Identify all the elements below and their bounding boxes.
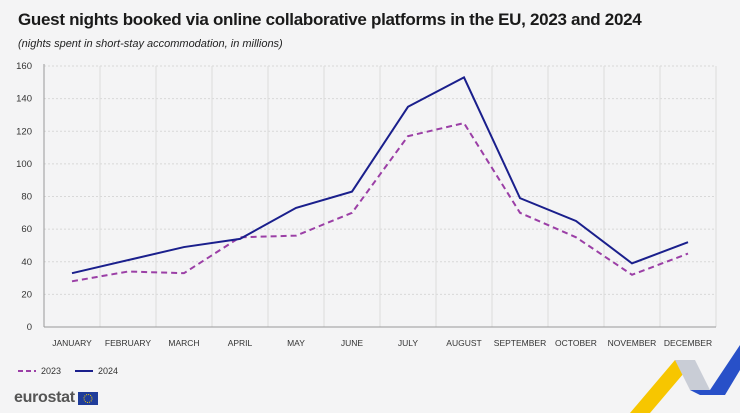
legend-swatch-solid	[75, 370, 94, 372]
legend-swatch-dashed	[18, 370, 36, 372]
y-tick-label: 20	[21, 289, 32, 300]
x-tick-label: JUNE	[341, 338, 364, 348]
y-tick-label: 120	[16, 126, 32, 137]
x-tick-label: MARCH	[168, 338, 199, 348]
chart-title: Guest nights booked via online collabora…	[18, 10, 642, 29]
logo-text: eurostat	[14, 389, 75, 406]
y-tick-label: 0	[27, 322, 32, 333]
x-tick-label: MAY	[287, 338, 305, 348]
eurostat-logo: eurostat	[14, 389, 98, 407]
series-line-2023	[71, 121, 689, 283]
y-tick-label: 100	[16, 159, 32, 170]
legend-label: 2023	[41, 366, 62, 376]
x-tick-label: NOVEMBER	[608, 338, 657, 348]
y-tick-label: 160	[16, 61, 32, 72]
series-line-2024	[71, 76, 689, 275]
x-tick-label: DECEMBER	[664, 338, 712, 348]
x-tick-label: FEBRUARY	[105, 338, 151, 348]
chart-subtitle: (nights spent in short-stay accommodatio…	[18, 38, 283, 50]
legend-label: 2024	[98, 366, 119, 376]
eu-flag-icon	[77, 391, 98, 405]
x-tick-label: JANUARY	[52, 338, 92, 348]
x-tick-label: SEPTEMBER	[494, 338, 546, 348]
y-tick-label: 140	[16, 94, 32, 105]
y-tick-label: 60	[21, 224, 32, 235]
legend-item-2023: 2023	[18, 366, 61, 376]
y-tick-label: 40	[21, 257, 32, 268]
legend: 2023 2024	[18, 366, 118, 376]
corner-decoration-icon	[630, 345, 740, 413]
legend-item-2024: 2024	[75, 366, 118, 376]
x-tick-label: JULY	[398, 338, 418, 348]
y-tick-label: 80	[21, 192, 32, 203]
x-tick-label: APRIL	[228, 338, 253, 348]
x-tick-label: AUGUST	[446, 338, 481, 348]
x-tick-label: OCTOBER	[555, 338, 597, 348]
